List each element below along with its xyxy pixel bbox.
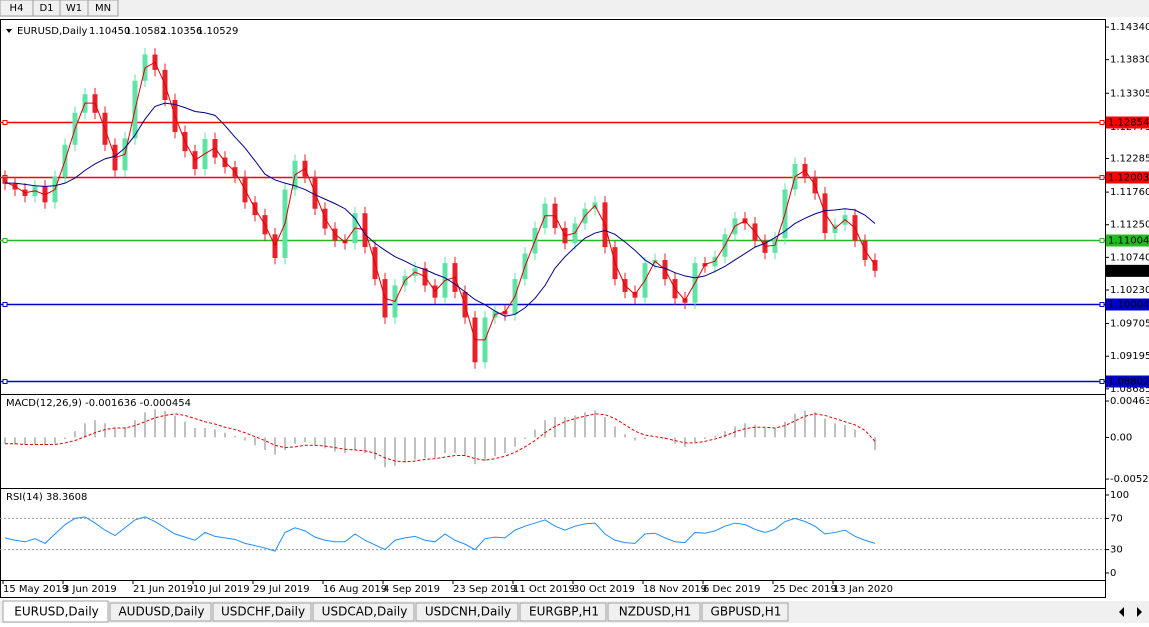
y-tick-label: 0.00 [1110, 432, 1132, 443]
y-tick-label: 1.09705 [1110, 319, 1149, 330]
level-handle [1099, 379, 1105, 384]
x-tick-label: 29 Jul 2019 [253, 584, 310, 595]
timeframe-label: W1 [66, 3, 82, 14]
y-tick-label: 1.10230 [1110, 285, 1149, 296]
symbol-tab[interactable] [212, 602, 312, 622]
y-tick-label: -0.005299 [1110, 474, 1149, 485]
level-handle [2, 302, 8, 307]
y-tick-label: 1.09195 [1110, 351, 1149, 362]
level-handle [1099, 302, 1105, 307]
ohlc-value: 1.10356 [161, 26, 202, 37]
timeframe-label: MN [95, 3, 111, 14]
level-price-box [1106, 171, 1149, 184]
x-tick-label: 23 Sep 2019 [453, 584, 516, 595]
y-tick-label: 30 [1110, 545, 1123, 556]
rsi-line [4, 516, 876, 552]
moving-average [5, 102, 876, 317]
x-tick-label: 25 Dec 2019 [773, 584, 837, 595]
x-tick-label: 4 Sep 2019 [383, 584, 440, 595]
level-handle [1099, 238, 1105, 243]
y-tick-label: 0.00463 [1110, 396, 1149, 407]
ohlc-value: 1.10582 [125, 26, 166, 37]
tab-label: GBPUSD,H1 [711, 605, 782, 619]
tab-label: EURGBP,H1 [529, 605, 599, 619]
tab-label: NZDUSD,H1 [619, 605, 692, 619]
y-tick-label: 1.13830 [1110, 55, 1149, 66]
x-tick-label: 18 Nov 2019 [643, 584, 707, 595]
current-price-box [1106, 264, 1149, 277]
candle-body [872, 259, 878, 271]
tab-label: USDCNH,Daily [425, 605, 511, 619]
symbol-tab[interactable] [415, 602, 519, 622]
y-tick-label: 70 [1110, 513, 1123, 524]
level-price-box [1106, 298, 1149, 311]
moving-average [4, 61, 876, 341]
symbol-tab[interactable] [312, 602, 415, 622]
symbol-tab[interactable] [109, 602, 212, 622]
y-tick-label: 100 [1110, 490, 1129, 501]
chart-frame [0, 19, 1106, 598]
level-price-box [1106, 116, 1149, 129]
level-handle [2, 379, 8, 384]
tab-label: EURUSD,Daily [14, 605, 99, 619]
level-price-label: 1.12003 [1108, 173, 1149, 184]
macd-signal [5, 413, 876, 463]
y-tick-label: 1.11760 [1110, 187, 1149, 198]
tab-label: AUDUSD,Daily [118, 605, 204, 619]
y-tick-label: 1.14340 [1110, 22, 1149, 33]
indicator-title: MACD(12,26,9) -0.001636 -0.000454 [6, 398, 191, 409]
level-price-label: 1.10004 [1108, 300, 1149, 311]
toolbar [0, 0, 1149, 17]
timeframe-button[interactable] [87, 0, 119, 17]
level-price-label: 1.12854 [1108, 118, 1149, 129]
x-tick-label: 13 Jan 2020 [833, 584, 893, 595]
x-tick-label: 6 Dec 2019 [703, 584, 761, 595]
level-price-label: 1.08802 [1108, 377, 1149, 388]
y-tick-label: 1.12285 [1110, 154, 1149, 165]
ohlc-value: 1.10529 [197, 26, 238, 37]
level-handle [1099, 120, 1105, 125]
x-tick-label: 10 Jul 2019 [193, 584, 250, 595]
scroll-left[interactable] [1119, 607, 1124, 617]
symbol-tab[interactable] [2, 600, 109, 623]
symbol-tab[interactable] [519, 602, 607, 622]
tab-label: USDCAD,Daily [322, 605, 408, 619]
chart-title: EURUSD,Daily [17, 26, 88, 37]
symbol-tab[interactable] [607, 602, 701, 622]
level-price-box [1106, 234, 1149, 247]
current-price-label: 1.10529 [1108, 266, 1149, 277]
level-price-label: 1.11004 [1108, 236, 1149, 247]
x-tick-label: 3 Jun 2019 [63, 584, 117, 595]
x-tick-label: 30 Oct 2019 [573, 584, 635, 595]
y-tick-label: 0 [1110, 568, 1116, 579]
x-tick-label: 21 Jun 2019 [133, 584, 193, 595]
candle-body [2, 176, 8, 184]
timeframe-label: D1 [39, 3, 53, 14]
y-tick-label: 1.13305 [1110, 88, 1149, 99]
y-tick-label: 1.11250 [1110, 220, 1149, 231]
symbol-menu[interactable] [6, 29, 12, 33]
y-tick-label: 1.10740 [1110, 252, 1149, 263]
level-price-box [1106, 375, 1149, 388]
timeframe-label: H4 [10, 3, 24, 14]
level-handle [1099, 175, 1105, 180]
level-handle [2, 120, 8, 125]
ohlc-value: 1.10450 [89, 26, 130, 37]
tab-label: USDCHF,Daily [221, 605, 305, 619]
y-tick-label: 1.08685 [1110, 384, 1149, 395]
x-tick-label: 16 Aug 2019 [323, 584, 387, 595]
x-tick-label: 15 May 2019 [3, 584, 68, 595]
symbol-tab[interactable] [701, 602, 789, 622]
x-tick-label: 11 Oct 2019 [513, 584, 575, 595]
indicator-title: RSI(14) 38.3608 [6, 492, 87, 503]
scroll-right[interactable] [1137, 607, 1142, 617]
level-handle [2, 238, 8, 243]
